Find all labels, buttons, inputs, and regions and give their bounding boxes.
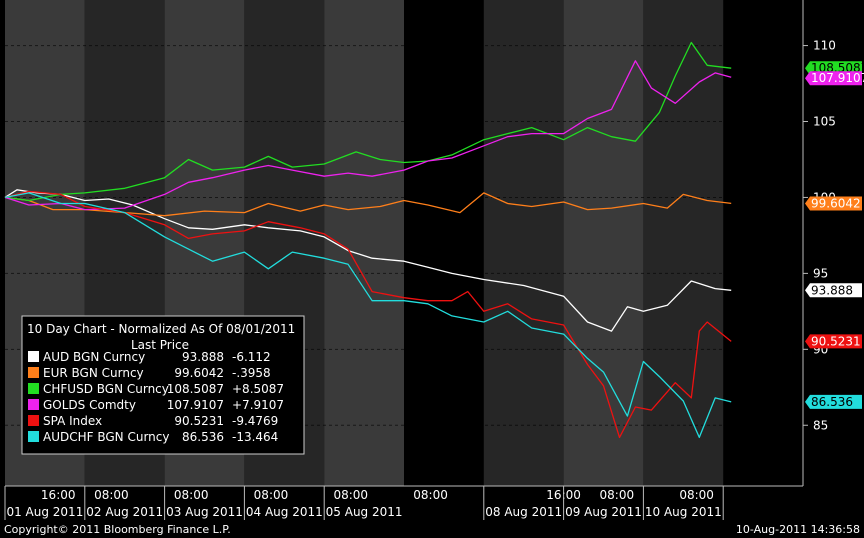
x-date-label: 09 Aug 2011 [565, 505, 642, 519]
x-date-label: 04 Aug 2011 [246, 505, 323, 519]
legend-last: 99.6042 [174, 366, 224, 380]
x-time-label: 16:00 [41, 488, 76, 502]
legend-name: AUDCHF BGN Curncy [43, 430, 169, 444]
x-time-label: 08:00 [333, 488, 368, 502]
x-date-label: 02 Aug 2011 [86, 505, 163, 519]
legend-last: 108.5087 [167, 382, 224, 396]
legend-change: -6.112 [232, 350, 271, 364]
legend-swatch [28, 351, 39, 362]
y-tick-label: 95 [813, 266, 828, 280]
day-band [483, 0, 564, 486]
legend: 10 Day Chart - Normalized As Of 08/01/20… [21, 315, 305, 455]
legend-last: 90.5231 [174, 414, 224, 428]
legend-last: 86.536 [182, 430, 224, 444]
legend-box [21, 315, 305, 455]
last-price-value: 93.888 [811, 283, 853, 297]
legend-swatch [28, 367, 39, 378]
legend-swatch [28, 431, 39, 442]
last-price-tag [805, 196, 862, 211]
x-time-label: 08:00 [600, 488, 635, 502]
y-tick-label: 105 [813, 115, 836, 129]
series-line-eur-bgn-curncy [4, 192, 732, 217]
series-line-golds-comdty [4, 60, 732, 211]
x-time-label: 08:00 [254, 488, 289, 502]
last-price-tag [805, 394, 862, 409]
last-price-tags: 108.5087107.910799.604293.88890.523186.5… [805, 61, 864, 409]
x-axis-panel [0, 486, 864, 520]
legend-last: 107.9107 [167, 398, 224, 412]
day-band [643, 0, 724, 486]
footer-bar [0, 520, 864, 538]
last-price-tag [805, 334, 862, 349]
copyright-text: Copyright© 2011 Bloomberg Finance L.P. [4, 523, 231, 536]
legend-change: -.3958 [232, 366, 271, 380]
timestamp-text: 10-Aug-2011 14:36:58 [736, 523, 860, 536]
last-price-tag [805, 71, 862, 86]
legend-name: SPA Index [43, 414, 102, 428]
x-time-label: 08:00 [94, 488, 129, 502]
x-date-label: 08 Aug 2011 [485, 505, 562, 519]
y-tick-label: 85 [813, 418, 828, 432]
x-time-label: 08:00 [413, 488, 448, 502]
y-tick-label: 110 [813, 39, 836, 53]
legend-name: CHFUSD BGN Curncy [43, 382, 169, 396]
legend-last: 93.888 [182, 350, 224, 364]
legend-change: +7.9107 [232, 398, 284, 412]
legend-swatch [28, 415, 39, 426]
last-price-value: 90.5231 [811, 334, 861, 348]
x-time-label: 08:00 [174, 488, 209, 502]
legend-name: GOLDS Comdty [43, 398, 136, 412]
last-price-value: 86.536 [811, 395, 853, 409]
chart-subtitle: Last Price [131, 338, 189, 352]
legend-name: AUD BGN Curncy [43, 350, 145, 364]
day-band [324, 0, 404, 486]
x-time-label: 08:00 [679, 488, 714, 502]
legend-swatch [28, 399, 39, 410]
last-price-value: 107.9107 [811, 71, 864, 85]
legend-change: -13.464 [232, 430, 278, 444]
series-line-aud-bgn-curncy [4, 189, 732, 332]
legend-swatch [28, 383, 39, 394]
last-price-value: 99.6042 [811, 196, 861, 210]
x-date-label: 10 Aug 2011 [645, 505, 722, 519]
legend-name: EUR BGN Curncy [43, 366, 144, 380]
series-line-audchf-bgn-curncy [4, 192, 732, 439]
x-date-label: 05 Aug 2011 [326, 505, 403, 519]
chart-title: 10 Day Chart - Normalized As Of 08/01/20… [27, 322, 295, 336]
series-line-chfusd-bgn-curncy [4, 41, 732, 202]
x-date-label: 03 Aug 2011 [166, 505, 243, 519]
series-layer [4, 41, 732, 439]
legend-change: -9.4769 [232, 414, 278, 428]
series-line-spa-index [4, 190, 732, 439]
x-axis: 16:00 08:00 08:00 08:00 08:00 08:00 16:00 08:00… [0, 485, 864, 520]
x-date-label: 01 Aug 2011 [6, 505, 83, 519]
last-price-tag [805, 283, 862, 298]
day-band [563, 0, 644, 486]
legend-change: +8.5087 [232, 382, 284, 396]
